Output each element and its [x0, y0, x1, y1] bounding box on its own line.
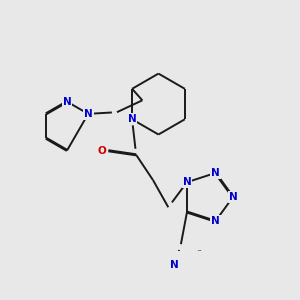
Text: N: N — [211, 168, 220, 178]
Text: N: N — [170, 260, 179, 270]
Text: O: O — [98, 146, 107, 156]
Text: N: N — [128, 114, 136, 124]
Text: N: N — [211, 216, 220, 226]
Text: N: N — [183, 177, 191, 187]
Text: N: N — [84, 109, 93, 119]
Text: N: N — [63, 97, 71, 107]
Text: N: N — [229, 192, 237, 202]
